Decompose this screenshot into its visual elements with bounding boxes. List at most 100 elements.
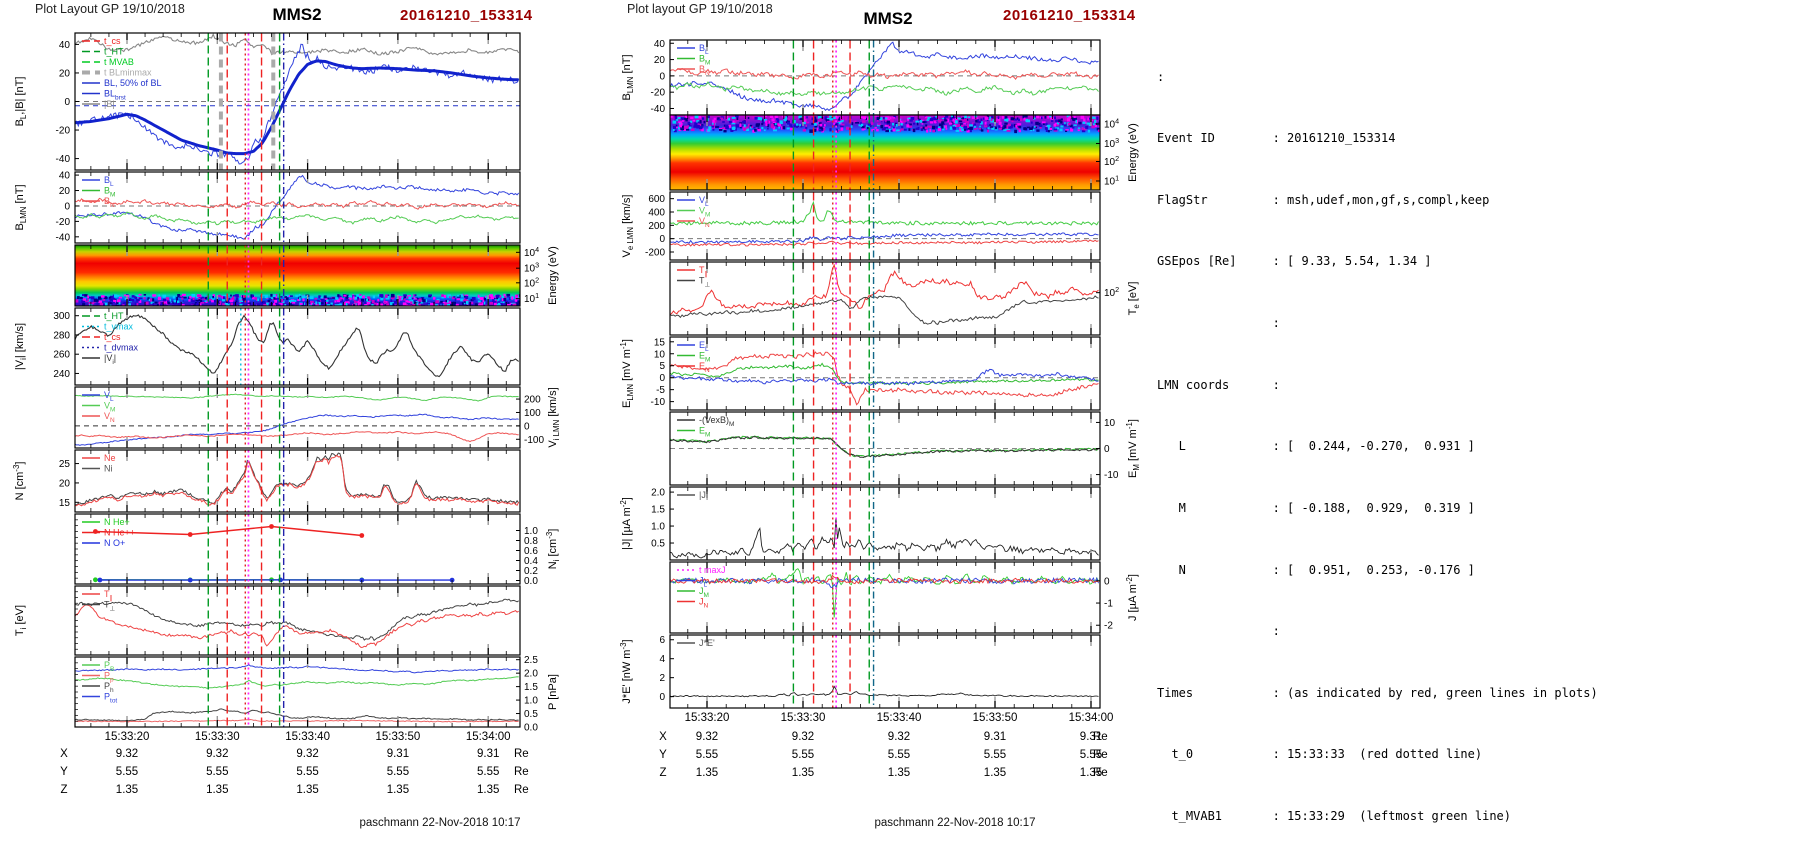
svg-text:VM​: VM​: [699, 206, 710, 219]
svg-text:BLMN​ [nT]: BLMN​ [nT]: [14, 184, 28, 230]
svg-text:15: 15: [654, 337, 666, 348]
svg-text:200: 200: [524, 395, 541, 406]
svg-text:0.0: 0.0: [524, 576, 538, 587]
svg-text:1.0: 1.0: [651, 522, 665, 533]
svg-text:400: 400: [648, 208, 665, 219]
svg-text:Re: Re: [514, 766, 529, 778]
plot-header-left: Plot Layout GP 19/10/2018: [35, 2, 185, 16]
svg-text:15:33:20: 15:33:20: [105, 731, 150, 743]
svg-text:102​: 102​: [524, 275, 539, 289]
svg-text:|Vi​| [km/s]: |Vi​| [km/s]: [14, 323, 28, 370]
info-line: N : [ 0.951, 0.253, -0.176 ]: [1157, 562, 1475, 577]
svg-text:T⊥​: T⊥​: [104, 600, 116, 613]
svg-text:t maxJ: t maxJ: [699, 565, 726, 575]
svg-text:EM​: EM​: [699, 426, 710, 439]
svg-text:Ni​ [cm-3​]: Ni​ [cm-3​]: [545, 529, 561, 570]
svg-text:BN​: BN​: [104, 196, 115, 209]
svg-text:t_HT: t_HT: [104, 47, 124, 57]
svg-text:Z: Z: [60, 784, 67, 796]
svg-text:|J| [µA m-2​]: |J| [µA m-2​]: [619, 497, 633, 550]
footer-middle: paschmann 22-Nov-2018 10:17: [874, 817, 1036, 829]
svg-text:0: 0: [64, 201, 70, 212]
svg-text:-20: -20: [651, 88, 666, 99]
footer-left: paschmann 22-Nov-2018 10:17: [359, 817, 521, 829]
svg-text:0.5: 0.5: [651, 539, 665, 550]
svg-text:5.55: 5.55: [116, 766, 138, 778]
svg-text:JN​: JN​: [699, 597, 709, 610]
svg-text:0: 0: [64, 97, 70, 108]
svg-text:EM​: EM​: [699, 351, 710, 364]
svg-text:40: 40: [59, 171, 71, 182]
info-line: t_0 : 15:33:33 (red dotted line): [1157, 747, 1483, 762]
svg-text:280: 280: [53, 330, 70, 341]
svg-text:104​: 104​: [524, 245, 539, 259]
svg-text:240: 240: [53, 369, 70, 380]
plot-title-middle: MMS2: [863, 9, 913, 28]
svg-text:1.35: 1.35: [296, 784, 318, 796]
svg-text:P [nPa]: P [nPa]: [547, 674, 559, 710]
svg-text:-20: -20: [56, 126, 71, 137]
svg-text:Z: Z: [659, 767, 666, 779]
svg-text:2.5: 2.5: [524, 655, 538, 666]
svg-text:1.35: 1.35: [387, 784, 409, 796]
svg-text:BL​,|B| [nT]: BL​,|B| [nT]: [14, 77, 28, 127]
svg-text:1.35: 1.35: [792, 767, 814, 779]
svg-text:1.0: 1.0: [524, 526, 538, 537]
svg-text:25: 25: [59, 459, 71, 470]
svg-text:2.0: 2.0: [651, 488, 665, 499]
svg-text:1.5: 1.5: [651, 505, 665, 516]
svg-text:100: 100: [524, 408, 541, 419]
svg-text:-20: -20: [56, 217, 71, 228]
svg-text:T∥​: T∥​: [104, 589, 113, 602]
svg-text:BN​: BN​: [699, 64, 710, 77]
svg-text:9.32: 9.32: [206, 748, 228, 760]
svg-text:102​: 102​: [1104, 154, 1119, 168]
svg-text:Re: Re: [514, 784, 529, 796]
svg-text:Ti​ [eV]: Ti​ [eV]: [14, 605, 28, 636]
svg-text:-40: -40: [56, 232, 71, 243]
svg-text:Ni: Ni: [104, 464, 113, 474]
svg-text:BL​: BL​: [104, 175, 114, 188]
svg-text:15:33:40: 15:33:40: [877, 712, 922, 724]
svg-text:103​: 103​: [1104, 136, 1119, 150]
svg-text:0: 0: [659, 692, 665, 703]
svg-text:103​: 103​: [524, 261, 539, 275]
svg-text:-(VexB)M​: -(VexB)M​: [699, 415, 734, 428]
plot-header-middle: Plot layout GP 19/10/2018: [627, 2, 773, 16]
svg-text:JL​: JL​: [699, 576, 708, 589]
svg-text:Te​ [eV]: Te​ [eV]: [1127, 282, 1141, 316]
info-line: :: [1157, 69, 1165, 84]
svg-text:600: 600: [648, 194, 665, 205]
svg-text:40: 40: [59, 40, 71, 51]
svg-text:-10: -10: [651, 397, 666, 408]
svg-text:t_cs: t_cs: [104, 332, 121, 342]
svg-text:-100: -100: [524, 435, 544, 446]
svg-text:VN​: VN​: [104, 411, 115, 424]
svg-text:t_HT: t_HT: [104, 311, 124, 321]
svg-text:J [µA m-2​]: J [µA m-2​]: [1125, 574, 1139, 621]
svg-text:Pp​: Pp​: [104, 671, 114, 684]
svg-text:1.0: 1.0: [524, 696, 538, 707]
info-line: M : [ -0.188, 0.929, 0.319 ]: [1157, 500, 1475, 515]
svg-text:9.31: 9.31: [477, 748, 499, 760]
svg-text:Vi LMN​ [km/s]: Vi LMN​ [km/s]: [547, 387, 561, 447]
svg-text:T⊥​: T⊥​: [699, 276, 711, 289]
svg-text:2: 2: [659, 673, 665, 684]
svg-text:9.32: 9.32: [296, 748, 318, 760]
info-line: FlagStr : msh,udef,mon,gf,s,compl,keep: [1157, 192, 1490, 207]
svg-text:5.55: 5.55: [1080, 749, 1102, 761]
svg-text:5.55: 5.55: [206, 766, 228, 778]
svg-text:0: 0: [1104, 576, 1110, 587]
svg-text:15:33:30: 15:33:30: [781, 712, 826, 724]
svg-text:Energy (eV): Energy (eV): [1127, 123, 1139, 182]
svg-text:Re: Re: [1093, 731, 1108, 743]
svg-text:-200: -200: [645, 248, 665, 259]
svg-text:5.55: 5.55: [984, 749, 1006, 761]
svg-text:EM​ [mV m-1​]: EM​ [mV m-1​]: [1125, 419, 1141, 478]
svg-text:EL​: EL​: [699, 340, 709, 353]
info-line: :: [1157, 624, 1280, 639]
svg-text:-5: -5: [656, 385, 665, 396]
svg-text:BL​: BL​: [699, 43, 709, 56]
svg-text:200: 200: [648, 221, 665, 232]
